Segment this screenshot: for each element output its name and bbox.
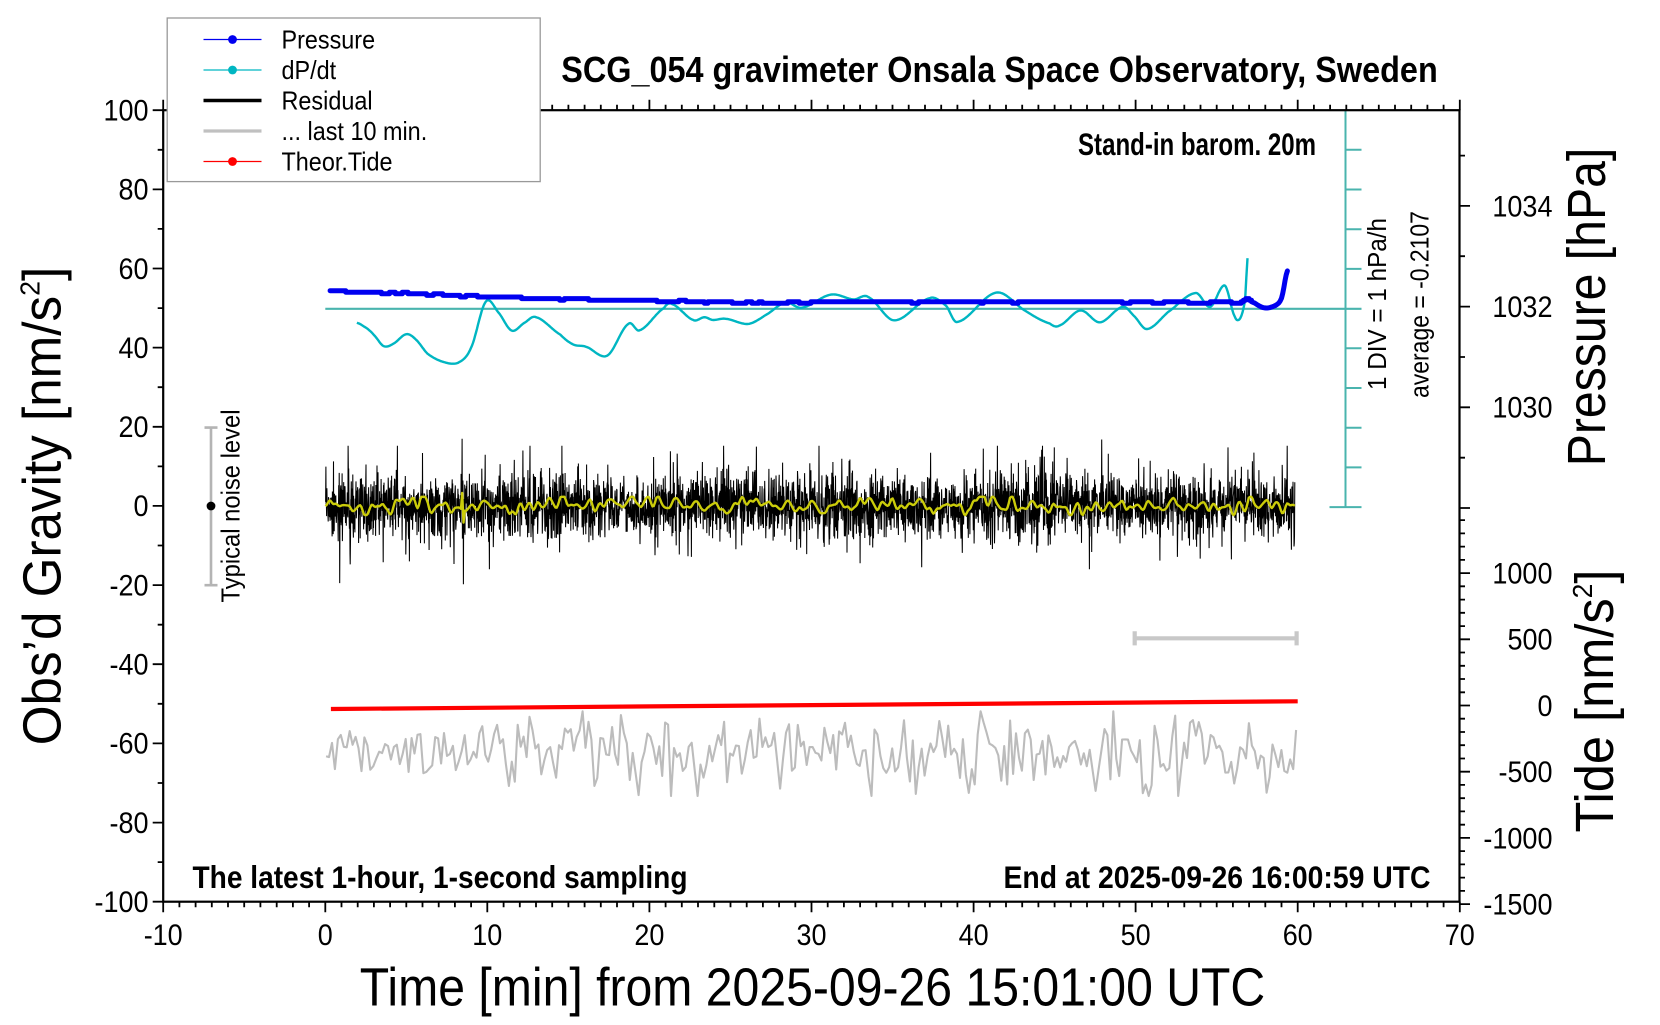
svg-text:-500: -500 (1499, 756, 1553, 789)
svg-text:20: 20 (119, 411, 149, 444)
svg-text:1030: 1030 (1492, 392, 1552, 425)
svg-text:-40: -40 (110, 649, 149, 682)
svg-text:Time [min] from 2025-09-26 15:: Time [min] from 2025-09-26 15:01:00 UTC (360, 959, 1265, 1018)
svg-text:50: 50 (1121, 919, 1151, 952)
svg-text:average = -0.2107: average = -0.2107 (1407, 211, 1435, 398)
svg-text:SCG_054 gravimeter Onsala Spac: SCG_054 gravimeter Onsala Space Observat… (561, 49, 1438, 90)
svg-text:0: 0 (134, 490, 149, 523)
svg-text:The latest 1-hour, 1-second sa: The latest 1-hour, 1-second sampling (193, 859, 688, 895)
svg-text:Obs’d Gravity [nm/s2]: Obs’d Gravity [nm/s2] (14, 267, 73, 746)
svg-text:Pressure: Pressure (282, 25, 376, 55)
svg-text:-100: -100 (95, 886, 149, 919)
svg-text:... last 10 min.: ... last 10 min. (282, 116, 428, 146)
svg-text:70: 70 (1445, 919, 1475, 952)
svg-text:1 DIV = 1 hPa/h: 1 DIV = 1 hPa/h (1364, 218, 1392, 390)
svg-text:40: 40 (119, 332, 149, 365)
svg-text:Theor.Tide: Theor.Tide (282, 147, 393, 177)
svg-text:80: 80 (119, 174, 149, 207)
svg-text:Typical noise level: Typical noise level (216, 410, 246, 603)
svg-text:60: 60 (1283, 919, 1313, 952)
svg-text:1034: 1034 (1492, 190, 1552, 223)
svg-text:Stand-in barom. 20m: Stand-in barom. 20m (1078, 126, 1316, 162)
svg-text:100: 100 (104, 95, 149, 128)
svg-text:0: 0 (1538, 690, 1553, 723)
svg-text:0: 0 (318, 919, 333, 952)
svg-text:-80: -80 (110, 807, 149, 840)
svg-text:10: 10 (472, 919, 502, 952)
svg-text:End at 2025-09-26 16:00:59 UTC: End at 2025-09-26 16:00:59 UTC (1004, 859, 1431, 895)
svg-text:20: 20 (634, 919, 664, 952)
svg-text:Pressure [hPa]: Pressure [hPa] (1558, 148, 1617, 467)
svg-text:60: 60 (119, 253, 149, 286)
svg-text:1032: 1032 (1492, 291, 1552, 324)
svg-text:-20: -20 (110, 569, 149, 602)
svg-text:30: 30 (797, 919, 827, 952)
svg-text:Tide [nm/s2]: Tide [nm/s2] (1566, 570, 1625, 833)
svg-text:500: 500 (1508, 624, 1553, 657)
svg-text:-1000: -1000 (1483, 822, 1552, 855)
svg-text:-10: -10 (144, 919, 183, 952)
svg-text:Residual: Residual (282, 86, 373, 116)
svg-text:1000: 1000 (1492, 558, 1552, 591)
svg-text:dP/dt: dP/dt (282, 55, 337, 85)
svg-text:-1500: -1500 (1483, 889, 1552, 922)
svg-text:-60: -60 (110, 728, 149, 761)
svg-text:40: 40 (959, 919, 989, 952)
